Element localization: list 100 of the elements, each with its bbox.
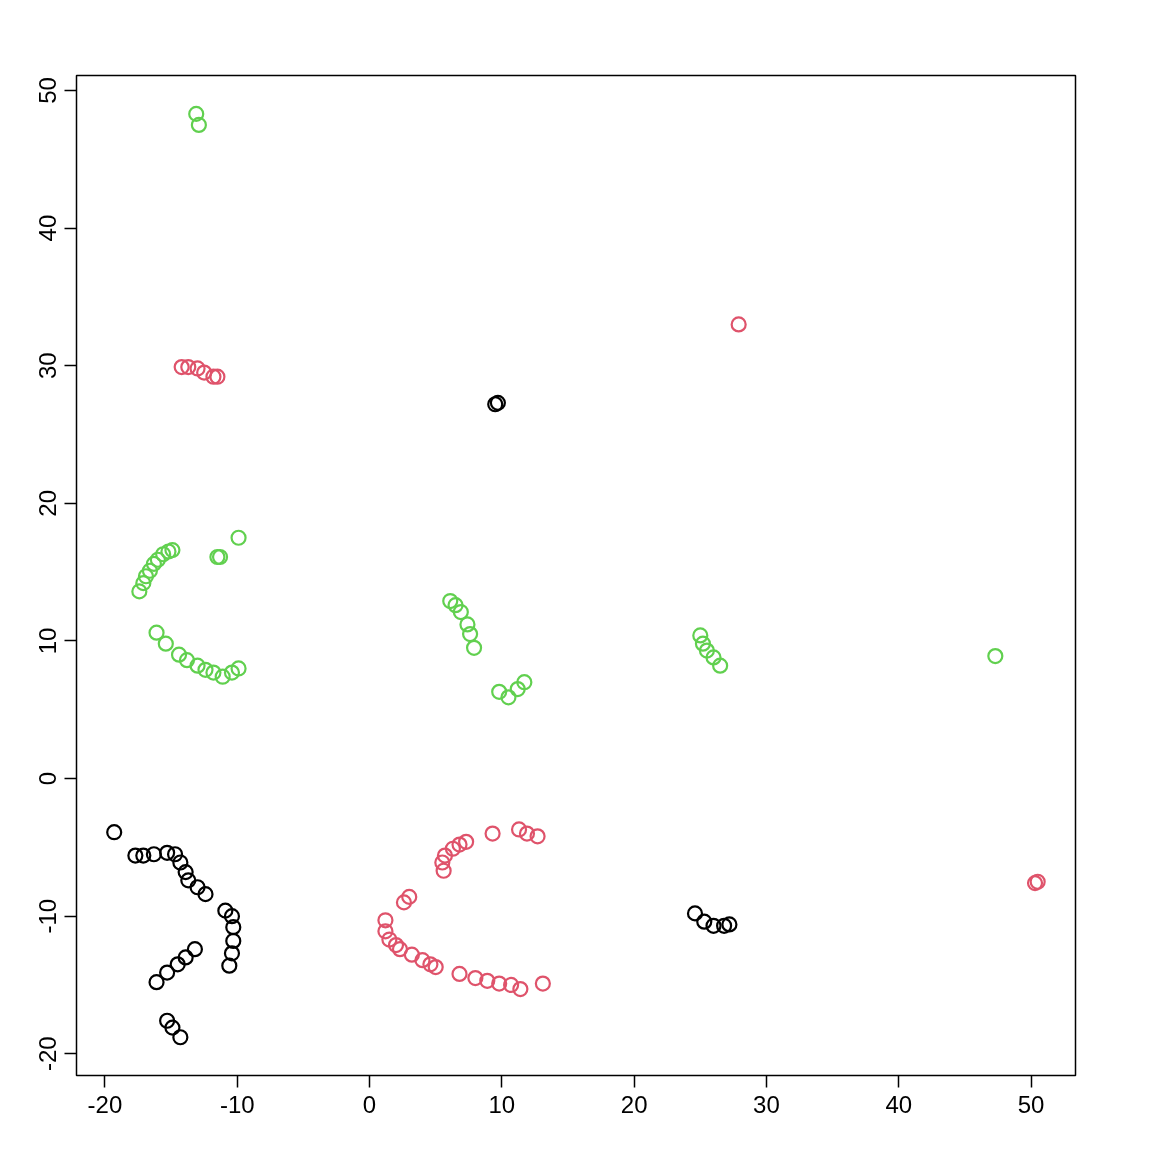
y-tick-label: 0 — [34, 771, 62, 786]
point — [189, 657, 206, 674]
x-tick-label: -20 — [87, 1090, 123, 1118]
point — [451, 965, 468, 983]
point — [503, 976, 520, 994]
point — [427, 958, 444, 976]
point — [436, 847, 454, 864]
point — [516, 674, 533, 691]
point — [518, 825, 536, 842]
point — [442, 592, 459, 610]
y-tick-label: -10 — [34, 898, 62, 934]
point — [190, 116, 207, 133]
point — [447, 597, 464, 614]
point — [692, 627, 709, 644]
point — [197, 886, 214, 903]
point — [180, 359, 197, 376]
x-tick-label: 10 — [488, 1090, 516, 1118]
point — [458, 833, 475, 850]
point — [164, 542, 181, 559]
point — [205, 664, 222, 681]
point — [172, 1029, 189, 1046]
point — [214, 668, 231, 685]
x-tick-label: -10 — [219, 1090, 255, 1118]
point — [189, 360, 206, 377]
y-tick-label: 50 — [34, 77, 62, 104]
point — [177, 864, 194, 881]
point — [698, 642, 716, 659]
y-tick-label: -20 — [34, 1036, 62, 1072]
point — [230, 529, 247, 546]
point — [173, 359, 190, 376]
point — [434, 854, 451, 871]
point — [395, 894, 413, 911]
x-tick-label: 20 — [620, 1090, 648, 1118]
point — [529, 828, 546, 845]
point — [145, 555, 162, 572]
point — [414, 952, 431, 969]
point — [205, 368, 222, 385]
point — [106, 824, 123, 841]
point — [160, 543, 177, 560]
point — [491, 683, 508, 700]
point — [172, 854, 189, 871]
point — [221, 957, 238, 974]
point — [534, 975, 551, 992]
point — [127, 847, 144, 864]
point — [164, 1019, 181, 1036]
point — [484, 825, 501, 842]
point — [166, 846, 184, 863]
point — [686, 905, 704, 922]
point — [159, 1012, 176, 1029]
point — [705, 649, 722, 666]
y-tick-label: 20 — [34, 489, 62, 517]
point — [135, 847, 152, 864]
point — [131, 583, 148, 600]
point — [225, 932, 242, 950]
point — [491, 975, 508, 992]
point — [170, 646, 188, 663]
point — [157, 635, 174, 652]
point — [435, 862, 452, 879]
point — [403, 946, 420, 963]
point — [177, 949, 194, 966]
point — [137, 568, 155, 585]
point — [223, 945, 241, 962]
point — [391, 941, 409, 958]
point — [512, 981, 529, 998]
point — [510, 821, 528, 838]
x-tick-label: 40 — [885, 1090, 913, 1118]
point — [178, 652, 196, 669]
point — [467, 969, 484, 987]
point — [377, 912, 394, 929]
point — [387, 936, 405, 954]
point — [148, 974, 165, 991]
x-tick-label: 30 — [753, 1090, 780, 1118]
point — [145, 846, 162, 863]
point — [155, 546, 172, 563]
point — [422, 956, 439, 973]
point — [159, 964, 176, 981]
point — [444, 840, 461, 857]
point — [159, 844, 176, 861]
point — [135, 575, 152, 592]
point — [712, 657, 729, 674]
point — [452, 603, 469, 621]
point — [377, 923, 394, 940]
point — [694, 635, 712, 652]
point — [509, 681, 526, 698]
point — [451, 836, 468, 853]
point — [705, 917, 722, 934]
point — [461, 625, 479, 643]
point — [217, 902, 234, 919]
point — [987, 647, 1004, 665]
point — [230, 660, 247, 677]
point — [148, 624, 165, 641]
point — [169, 956, 186, 973]
y-tick-label: 10 — [34, 627, 62, 655]
point — [696, 913, 713, 930]
point — [189, 879, 206, 896]
point — [381, 931, 398, 948]
y-tick-label: 30 — [34, 352, 62, 380]
point — [465, 639, 483, 656]
y-tick-label: 40 — [34, 214, 62, 242]
point — [716, 917, 733, 934]
